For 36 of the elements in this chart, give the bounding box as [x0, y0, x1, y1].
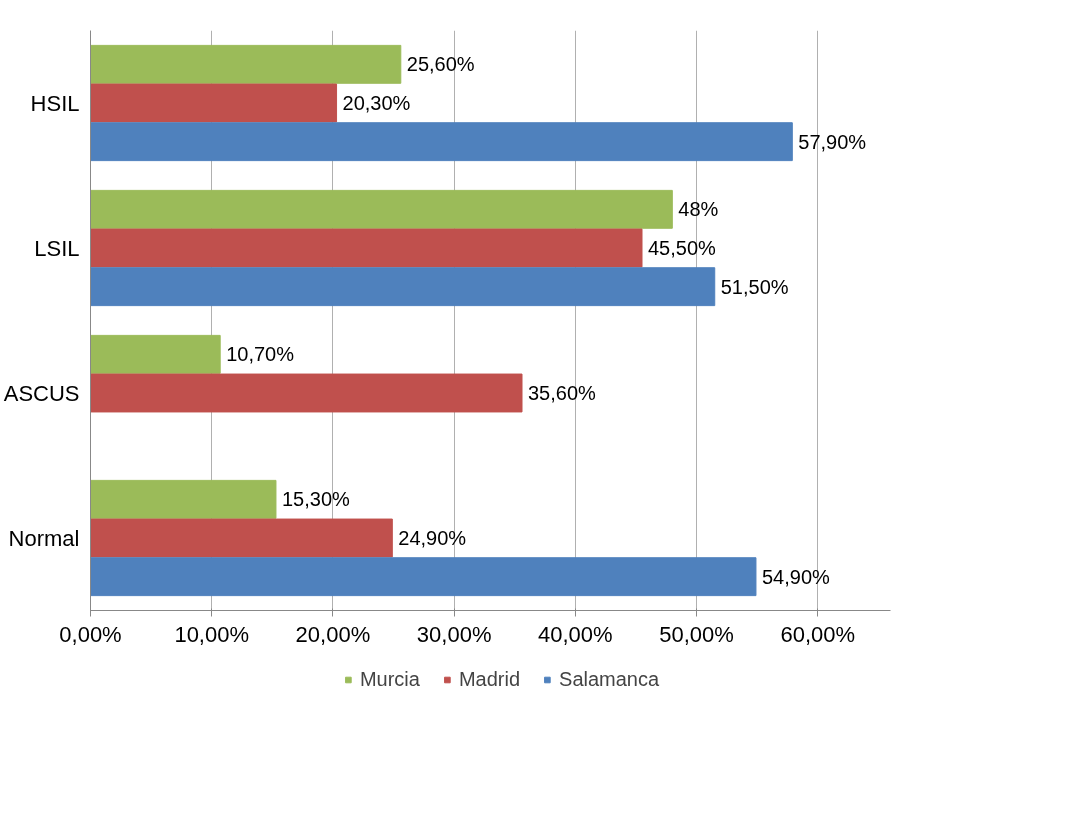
data-label: 10,70%	[226, 343, 295, 366]
bar	[90, 518, 393, 558]
data-label: 48%	[678, 198, 719, 221]
bar	[90, 373, 523, 413]
bar	[90, 122, 793, 162]
y-tick-label: ASCUS	[3, 380, 80, 406]
y-tick-label: Normal	[8, 525, 80, 551]
legend-label: Salamanca	[559, 667, 660, 691]
bar	[90, 189, 673, 229]
x-tick-label: 40,00%	[538, 621, 613, 647]
bar	[90, 267, 716, 307]
x-tick-label: 60,00%	[780, 621, 856, 647]
bar	[90, 557, 757, 597]
y-tick-label: LSIL	[34, 235, 80, 261]
data-label: 20,30%	[342, 92, 411, 114]
data-label: 15,30%	[281, 488, 350, 511]
legend-label: Madrid	[458, 667, 521, 691]
data-label: 54,90%	[761, 565, 830, 588]
data-label: 24,90%	[398, 527, 467, 549]
data-label: 57,90%	[798, 130, 867, 153]
y-tick-label: HSIL	[30, 90, 80, 116]
x-tick-label: 50,00%	[659, 621, 734, 647]
bar	[90, 334, 221, 374]
data-label: 25,60%	[406, 53, 475, 76]
x-tick-label: 30,00%	[416, 621, 492, 647]
data-label: 51,50%	[720, 275, 789, 298]
x-tick-label: 0,00%	[59, 621, 122, 647]
bar	[90, 83, 338, 123]
bar	[90, 479, 277, 519]
data-label: 35,60%	[528, 382, 597, 404]
data-label: 45,50%	[648, 237, 717, 259]
x-tick-label: 10,00%	[174, 621, 250, 647]
legend-label: Murcia	[359, 667, 420, 691]
bar	[90, 228, 643, 268]
x-tick-label: 20,00%	[295, 621, 371, 647]
bar	[90, 44, 402, 84]
